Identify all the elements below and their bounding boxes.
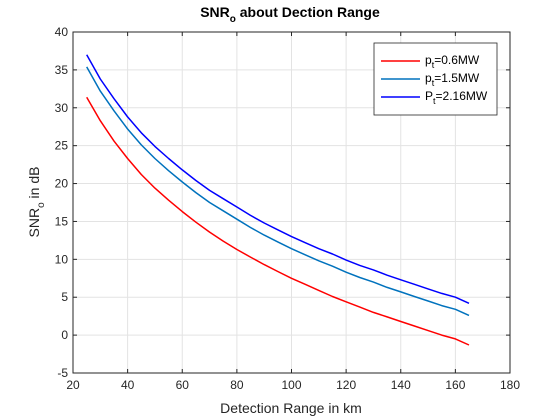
series-line-2 <box>86 54 470 304</box>
y-tick-label: 20 <box>55 177 69 191</box>
legend-entry-2: Pt=2.16MW <box>425 89 488 106</box>
series-line-0 <box>86 96 470 346</box>
x-tick-label: 100 <box>281 378 301 392</box>
x-axis-label: Detection Range in km <box>220 400 362 416</box>
x-tick-label: 180 <box>500 378 520 392</box>
x-tick-label: 140 <box>391 378 411 392</box>
legend: pt=0.6MW pt=1.5MW Pt=2.16MW <box>373 42 498 116</box>
y-tick-label: 30 <box>55 101 69 115</box>
x-tick-label: 80 <box>230 378 244 392</box>
x-ticks: 20 40 60 80 100 120 140 160 180 <box>66 32 520 392</box>
x-tick-label: 60 <box>176 378 190 392</box>
x-tick-label: 160 <box>445 378 465 392</box>
y-tick-label: 10 <box>55 252 69 266</box>
y-axis-label: SNRo in dB <box>26 167 47 238</box>
y-tick-label: 25 <box>55 139 69 153</box>
y-ticks: -5 0 5 10 15 20 25 30 35 40 <box>55 25 510 380</box>
x-tick-label: 20 <box>66 378 80 392</box>
legend-entry-0: pt=0.6MW <box>425 53 480 70</box>
series-lines <box>86 54 470 346</box>
y-tick-label: 35 <box>55 63 69 77</box>
y-tick-label: 40 <box>55 25 69 39</box>
y-tick-label: 15 <box>55 214 69 228</box>
x-tick-label: 40 <box>121 378 135 392</box>
legend-entry-1: pt=1.5MW <box>425 71 480 88</box>
y-tick-label: 0 <box>61 328 68 342</box>
y-tick-label: 5 <box>61 290 68 304</box>
series-line-1 <box>86 66 470 317</box>
x-tick-label: 120 <box>336 378 356 392</box>
y-tick-label: -5 <box>57 366 68 380</box>
chart-title: SNRo about Dection Range <box>200 4 380 25</box>
